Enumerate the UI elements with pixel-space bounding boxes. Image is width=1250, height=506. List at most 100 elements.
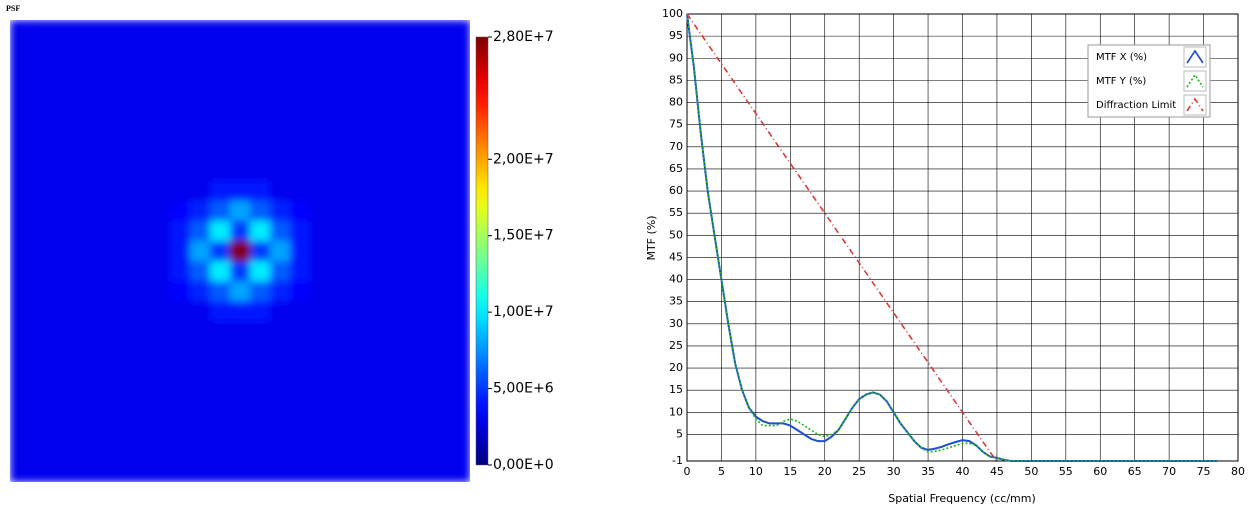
colorbar-tick-label: 1,50E+7	[493, 228, 554, 244]
heat-cell	[350, 40, 371, 61]
y-tick-label: -1	[672, 454, 683, 467]
heat-cell	[290, 422, 311, 443]
heat-cell	[170, 361, 191, 382]
heat-cell	[90, 442, 111, 463]
heat-cell	[110, 281, 131, 302]
heat-cell	[290, 341, 311, 362]
heat-cell	[270, 221, 291, 242]
colorbar-tick-label: 2,80E+7	[493, 29, 554, 45]
heat-cell	[390, 80, 411, 101]
heat-cell	[10, 201, 31, 222]
heat-cell	[390, 341, 411, 362]
heat-cell	[250, 442, 271, 463]
heat-cell	[190, 422, 211, 443]
heat-cell	[10, 181, 31, 202]
heat-cell	[230, 161, 251, 182]
heat-cell	[310, 402, 331, 423]
heat-cell	[170, 422, 191, 443]
heat-cell	[270, 462, 291, 483]
heat-cell	[330, 382, 351, 403]
heat-cell	[10, 20, 31, 41]
heat-cell	[250, 301, 271, 322]
heat-cell	[10, 462, 31, 483]
heat-cell	[370, 80, 391, 101]
heat-cell	[410, 442, 431, 463]
heat-cell	[210, 321, 231, 342]
heat-cell	[410, 60, 431, 81]
x-tick-label: 65	[1128, 465, 1142, 478]
heat-cell	[230, 422, 251, 443]
heat-cell	[350, 221, 371, 242]
heat-cell	[430, 100, 451, 121]
heat-cell	[30, 80, 51, 101]
heat-cell	[290, 261, 311, 282]
heat-cell	[210, 361, 231, 382]
heat-cell	[330, 281, 351, 302]
heat-cell	[410, 141, 431, 162]
heat-cell	[310, 40, 331, 61]
heat-cell	[410, 281, 431, 302]
y-tick-label: 10	[669, 405, 683, 418]
heat-cell	[50, 100, 71, 121]
heat-cell	[330, 261, 351, 282]
heat-cell	[190, 20, 211, 41]
heat-cell	[210, 281, 231, 302]
heat-cell	[30, 201, 51, 222]
y-tick-label: 5	[676, 427, 683, 440]
heat-cell	[370, 321, 391, 342]
heat-cell	[270, 361, 291, 382]
heat-cell	[430, 281, 451, 302]
heat-cell	[410, 201, 431, 222]
heat-cell	[310, 181, 331, 202]
heat-cell	[50, 442, 71, 463]
heat-cell	[250, 80, 271, 101]
heat-cell	[230, 20, 251, 41]
heatmap	[10, 20, 471, 483]
heat-cell	[310, 241, 331, 262]
heat-cell	[50, 161, 71, 182]
heat-cell	[410, 221, 431, 242]
heat-cell	[410, 80, 431, 101]
heat-cell	[450, 462, 471, 483]
heat-cell	[170, 40, 191, 61]
screen: PSF MTF (%) Spatial Frequency (cc/mm) 05…	[0, 0, 1250, 506]
heat-cell	[310, 141, 331, 162]
y-tick-label: 85	[669, 73, 683, 86]
heat-cell	[70, 120, 91, 141]
heat-cell	[230, 181, 251, 202]
heat-cell	[250, 241, 271, 262]
heat-cell	[110, 241, 131, 262]
heat-cell	[70, 402, 91, 423]
heat-cell	[370, 422, 391, 443]
heat-cell	[430, 442, 451, 463]
heat-cell	[90, 462, 111, 483]
heat-cell	[170, 221, 191, 242]
heat-cell	[130, 161, 151, 182]
x-tick-label: 75	[1197, 465, 1211, 478]
heat-cell	[90, 201, 111, 222]
y-tick-label: 20	[669, 361, 683, 374]
heat-cell	[450, 120, 471, 141]
heat-cell	[250, 422, 271, 443]
heat-cell	[310, 301, 331, 322]
heat-cell	[190, 100, 211, 121]
heat-cell	[310, 100, 331, 121]
heat-cell	[330, 301, 351, 322]
heat-cell	[230, 281, 251, 302]
heat-cell	[130, 120, 151, 141]
heat-cell	[210, 201, 231, 222]
heat-cell	[270, 261, 291, 282]
heat-cell	[350, 361, 371, 382]
heat-cell	[350, 80, 371, 101]
heat-cell	[270, 201, 291, 222]
y-tick-label: 65	[669, 162, 683, 175]
heat-cell	[390, 402, 411, 423]
heat-cell	[370, 60, 391, 81]
heat-cell	[450, 261, 471, 282]
heat-cell	[190, 341, 211, 362]
y-tick-label: 45	[669, 250, 683, 263]
heat-cell	[250, 341, 271, 362]
heat-cell	[170, 100, 191, 121]
heat-cell	[450, 321, 471, 342]
heat-cell	[30, 422, 51, 443]
